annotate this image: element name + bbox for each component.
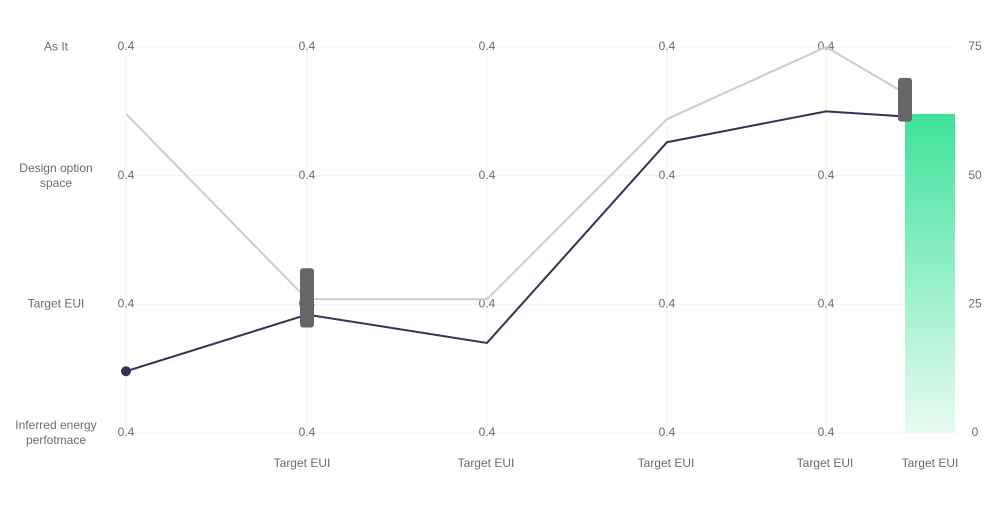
axis-tick-label: 0.4 bbox=[659, 297, 676, 311]
brush-handle bbox=[300, 268, 314, 328]
axis-tick-label: 0.4 bbox=[659, 168, 676, 182]
axis-tick-label: 0.4 bbox=[118, 425, 135, 439]
axis-tick-label: 0.4 bbox=[818, 168, 835, 182]
axis-tick-label: 0.4 bbox=[659, 425, 676, 439]
axis-tick-label: 0.4 bbox=[118, 168, 135, 182]
y-tick-label: 0 bbox=[972, 425, 979, 439]
start-dot bbox=[121, 366, 131, 377]
axis-tick-label: 0.4 bbox=[299, 39, 316, 53]
axis-label: Target EUI bbox=[458, 456, 515, 470]
series-line bbox=[125, 110, 906, 373]
axis-tick-label: 0.4 bbox=[299, 168, 316, 182]
axis-tick-label: 0.4 bbox=[118, 39, 135, 53]
axis-label: Target EUI bbox=[638, 456, 695, 470]
axis-tick-label: 0.4 bbox=[479, 425, 496, 439]
axis-label: Target EUI bbox=[274, 456, 331, 470]
axis-label: Target EUI bbox=[902, 456, 959, 470]
axis-tick-label: 0.4 bbox=[479, 168, 496, 182]
axis-tick-label: 0.4 bbox=[118, 297, 135, 311]
y-tick-label: 25 bbox=[968, 297, 982, 311]
y-tick-label: 75 bbox=[968, 39, 982, 53]
row-label: Design option space bbox=[19, 160, 93, 190]
axis-tick-label: 0.4 bbox=[818, 297, 835, 311]
axis-tick-label: 0.4 bbox=[659, 39, 676, 53]
series-line bbox=[125, 45, 906, 301]
axis-label: Target EUI bbox=[797, 456, 854, 470]
row-label: Target EUI bbox=[27, 296, 85, 311]
axis-tick-label: 0.4 bbox=[299, 425, 316, 439]
row-label: Inferred energy perfotmace bbox=[15, 418, 97, 447]
row-label: As It bbox=[43, 39, 68, 54]
y-tick-label: 50 bbox=[968, 168, 982, 182]
brush-handle bbox=[898, 77, 912, 122]
axis-tick-label: 0.4 bbox=[818, 425, 835, 439]
bar bbox=[905, 113, 955, 433]
axis-tick-label: 0.4 bbox=[479, 39, 496, 53]
